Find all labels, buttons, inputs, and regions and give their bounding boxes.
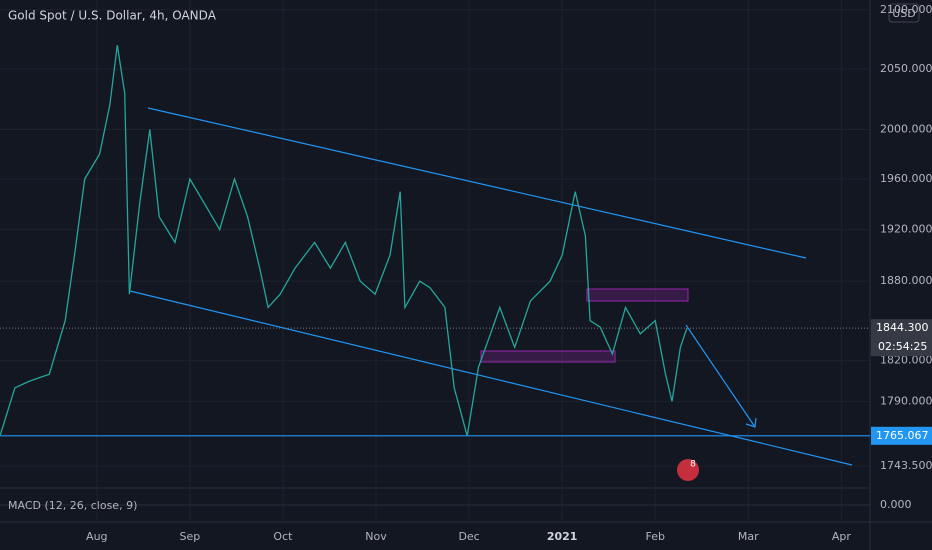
y-tick-label: 1790.000 xyxy=(880,394,932,407)
price-label-box xyxy=(871,319,932,357)
indicator-tick-label: 0.000 xyxy=(880,498,912,511)
y-tick-label: 2050.000 xyxy=(880,62,932,75)
x-tick-label: Aug xyxy=(86,530,107,543)
price-line xyxy=(0,45,688,437)
event-badge[interactable] xyxy=(677,459,699,481)
zone xyxy=(480,350,616,363)
grid xyxy=(0,0,870,522)
x-tick-label: 2021 xyxy=(547,530,578,543)
chart-title: Gold Spot / U.S. Dollar, 4h, OANDA xyxy=(8,9,217,23)
badge-count[interactable]: 8 xyxy=(690,460,696,470)
plot xyxy=(0,45,870,437)
y-tick-label: 1820.000 xyxy=(880,354,932,367)
zone xyxy=(586,288,689,302)
indicator-title: MACD (12, 26, close, 9) xyxy=(8,499,137,512)
y-tick-label: 2100.000 xyxy=(880,3,932,16)
y-tick-label: 1920.000 xyxy=(880,223,932,236)
arrow-head xyxy=(745,417,757,428)
forecast-arrow xyxy=(685,324,756,428)
y-tick-label: 2000.000 xyxy=(880,123,932,136)
x-tick-label: Sep xyxy=(180,530,201,543)
y-tick-label: 1960.000 xyxy=(880,172,932,185)
x-tick-label: Oct xyxy=(273,530,293,543)
x-tick-label: Apr xyxy=(832,530,852,543)
currency-box[interactable] xyxy=(888,3,920,23)
x-tick-label: Mar xyxy=(738,530,759,543)
trend-line xyxy=(147,107,807,259)
level-label-box xyxy=(871,426,932,445)
currency[interactable]: USD xyxy=(892,7,916,20)
x-tick-label: Nov xyxy=(365,530,387,543)
countdown: 02:54:25 xyxy=(878,340,927,353)
x-tick-label: Dec xyxy=(458,530,479,543)
y-tick-label: 1880.000 xyxy=(880,274,932,287)
y-tick-label: 1743.500 xyxy=(880,459,932,472)
level-label: 1765.067 xyxy=(876,429,929,442)
x-tick-label: Feb xyxy=(645,530,664,543)
price-label: 1844.300 xyxy=(876,321,929,334)
